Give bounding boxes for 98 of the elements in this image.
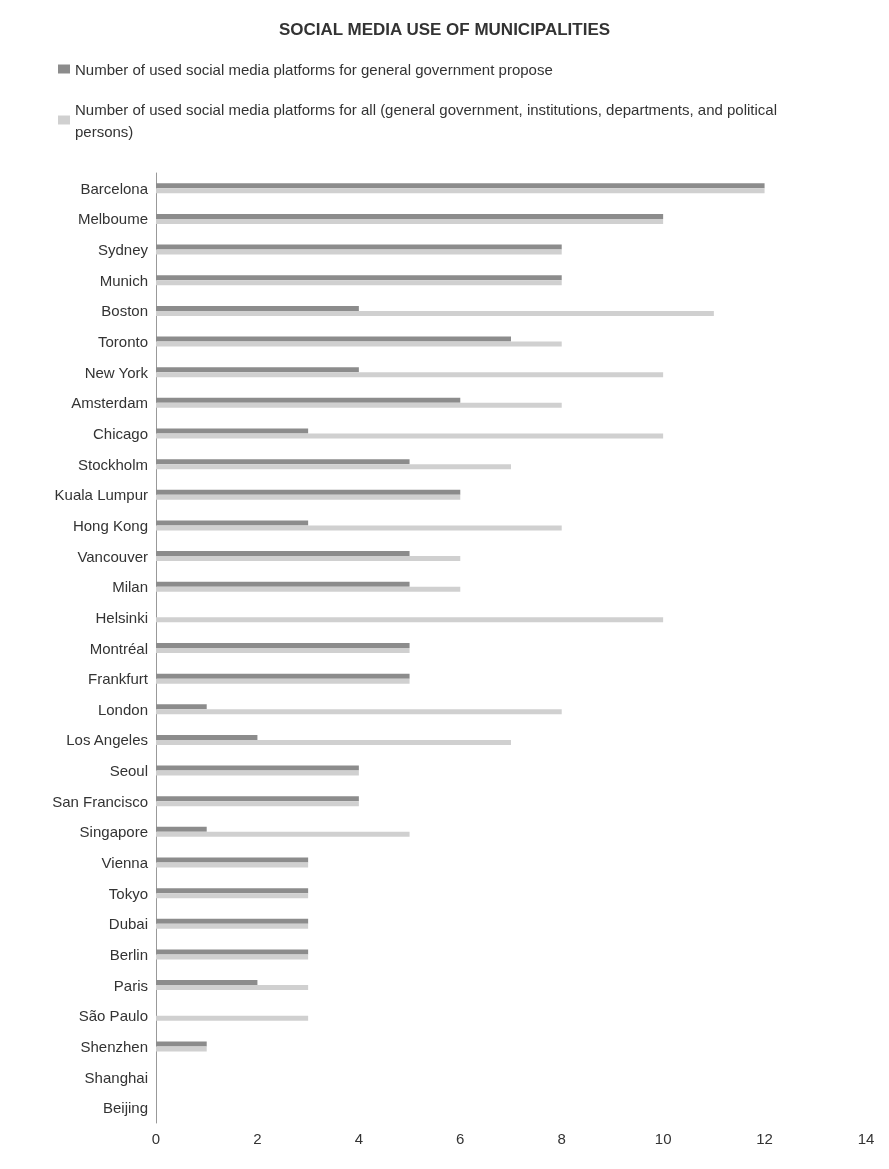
y-tick-label: Dubai bbox=[108, 915, 148, 933]
y-tick-label: Singapore bbox=[79, 823, 148, 841]
bar bbox=[156, 704, 207, 710]
bar bbox=[156, 581, 410, 587]
y-tick-label: Stockholm bbox=[77, 455, 148, 473]
bar bbox=[156, 1041, 207, 1047]
bar bbox=[156, 280, 562, 286]
bar bbox=[156, 586, 461, 592]
bar bbox=[156, 525, 562, 531]
bar bbox=[156, 218, 664, 224]
bar bbox=[156, 336, 511, 342]
bar bbox=[156, 826, 207, 832]
x-tick-label: 4 bbox=[354, 1130, 364, 1147]
bar bbox=[156, 244, 562, 250]
bar bbox=[156, 341, 562, 347]
bar bbox=[156, 310, 714, 316]
bar bbox=[156, 183, 765, 189]
y-tick-label: Tokyo bbox=[108, 884, 148, 902]
y-tick-label: Milan bbox=[112, 578, 148, 596]
bar bbox=[156, 489, 461, 495]
y-tick-label: Montréal bbox=[89, 639, 148, 657]
y-tick-label: São Paulo bbox=[78, 1007, 148, 1025]
bar bbox=[156, 985, 309, 991]
y-tick-label: Amsterdam bbox=[71, 394, 148, 412]
bar bbox=[156, 617, 664, 623]
y-tick-label: Hong Kong bbox=[72, 516, 148, 534]
bar bbox=[156, 888, 309, 894]
y-tick-label: Seoul bbox=[109, 762, 148, 780]
bar bbox=[156, 857, 309, 863]
bar bbox=[156, 862, 309, 868]
bar bbox=[156, 188, 765, 194]
y-tick-label: Barcelona bbox=[80, 179, 149, 197]
bar bbox=[156, 275, 562, 281]
x-tick-label: 8 bbox=[557, 1130, 566, 1147]
y-tick-label: Boston bbox=[101, 302, 148, 320]
bar bbox=[156, 796, 359, 802]
bar bbox=[156, 556, 461, 562]
x-tick-label: 6 bbox=[456, 1130, 465, 1147]
bar bbox=[156, 770, 359, 776]
x-tick-label: 2 bbox=[253, 1130, 262, 1147]
x-tick-label: 0 bbox=[151, 1130, 161, 1147]
bar bbox=[156, 520, 309, 526]
bar bbox=[156, 433, 664, 439]
y-tick-label: Shenzhen bbox=[80, 1037, 148, 1055]
y-tick-label: London bbox=[97, 700, 148, 718]
y-tick-label: New York bbox=[84, 363, 149, 381]
bar bbox=[156, 428, 309, 434]
bar bbox=[156, 678, 410, 684]
y-tick-label: Melboume bbox=[77, 210, 148, 228]
legend-label: Number of used social media platforms for general government propose bbox=[75, 60, 553, 78]
y-tick-label: Helsinki bbox=[95, 608, 148, 626]
bar bbox=[156, 1015, 309, 1021]
y-tick-label: Vancouver bbox=[77, 547, 148, 565]
bar bbox=[156, 305, 359, 311]
y-tick-label: Munich bbox=[99, 271, 148, 289]
bar bbox=[156, 648, 410, 653]
bar bbox=[156, 923, 309, 929]
y-tick-label: Chicago bbox=[92, 424, 148, 442]
bar bbox=[156, 801, 359, 807]
bar bbox=[156, 494, 461, 500]
x-tick-label: 14 bbox=[857, 1130, 875, 1147]
bar bbox=[156, 980, 258, 986]
y-tick-label: Kuala Lumpur bbox=[54, 486, 148, 504]
y-tick-label: Beijing bbox=[102, 1099, 148, 1117]
y-tick-label: Paris bbox=[113, 976, 148, 994]
y-tick-label: Los Angeles bbox=[66, 731, 148, 749]
bar bbox=[156, 949, 309, 955]
bar bbox=[156, 739, 511, 745]
bar bbox=[156, 765, 359, 771]
bar bbox=[156, 459, 410, 465]
bar bbox=[156, 918, 309, 924]
bar bbox=[156, 213, 664, 219]
bar bbox=[156, 402, 562, 408]
x-tick-label: 10 bbox=[654, 1130, 672, 1147]
bar bbox=[156, 673, 410, 679]
chart-title: SOCIAL MEDIA USE OF MUNICIPALITIES bbox=[278, 20, 611, 39]
y-tick-label: Toronto bbox=[97, 333, 148, 351]
y-tick-label: Berlin bbox=[109, 945, 148, 963]
bar bbox=[156, 372, 664, 378]
bar bbox=[156, 1046, 207, 1052]
legend-label: Number of used social media platforms for all (general government, institutions, departments, and political persons) bbox=[75, 100, 782, 140]
bar bbox=[156, 954, 309, 960]
bar bbox=[156, 551, 410, 557]
y-tick-label: Frankfurt bbox=[87, 670, 149, 688]
x-tick-label: 12 bbox=[756, 1130, 773, 1147]
bar bbox=[156, 249, 562, 255]
bar bbox=[156, 709, 562, 715]
bar bbox=[156, 464, 511, 470]
bar bbox=[156, 643, 410, 648]
y-tick-label: Shanghai bbox=[84, 1068, 148, 1086]
bar bbox=[156, 734, 258, 740]
y-tick-label: Sydney bbox=[97, 241, 149, 259]
bar bbox=[156, 831, 410, 837]
y-tick-label: San Francisco bbox=[52, 792, 148, 810]
bar bbox=[156, 893, 309, 899]
y-tick-label: Vienna bbox=[101, 854, 149, 872]
bar bbox=[156, 367, 359, 373]
bar bbox=[156, 397, 461, 403]
